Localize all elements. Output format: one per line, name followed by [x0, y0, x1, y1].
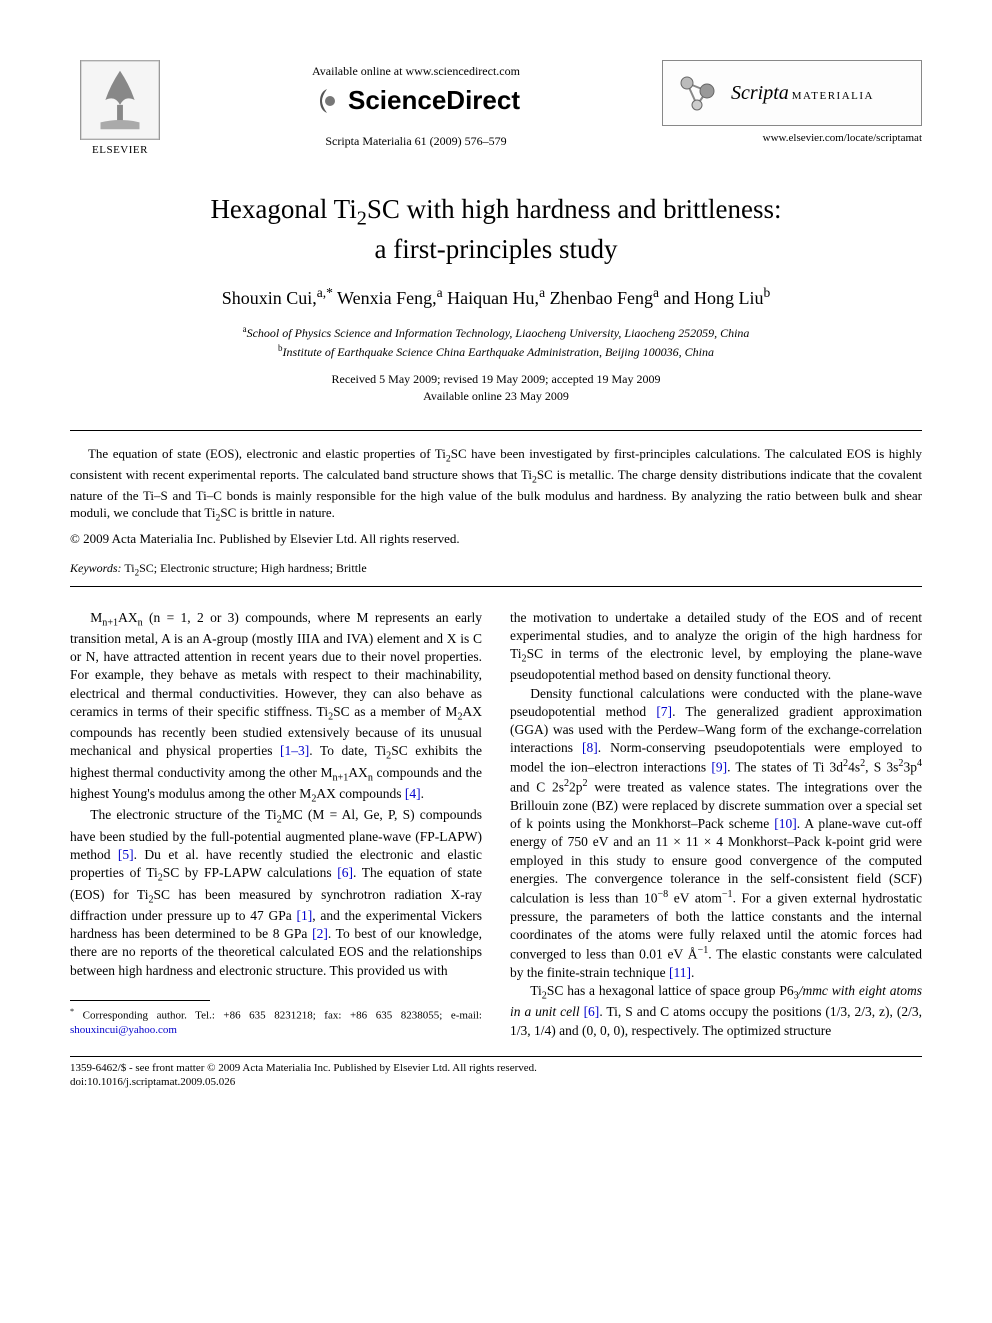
header-center: Available online at www.sciencedirect.co…: [170, 60, 662, 149]
scripta-molecule-icon: [677, 71, 721, 115]
keywords-label: Keywords:: [70, 561, 122, 575]
t: 2p: [569, 780, 583, 795]
journal-header: ELSEVIER Available online at www.science…: [70, 60, 922, 156]
t: n+1: [102, 617, 118, 628]
t: 4s: [848, 760, 860, 775]
t: n+1: [333, 772, 349, 783]
journal-brand-block: ScriptaMATERIALIA www.elsevier.com/locat…: [662, 60, 922, 144]
locate-url: www.elsevier.com/locate/scriptamat: [662, 132, 922, 144]
ref-link[interactable]: [1–3]: [280, 743, 309, 758]
body-para-1: Mn+1AXn (n = 1, 2 or 3) compounds, where…: [70, 609, 482, 807]
article-dates: Received 5 May 2009; revised 19 May 2009…: [70, 371, 922, 405]
ref-link[interactable]: [5]: [118, 847, 134, 862]
scripta-materia: MATERIALIA: [792, 90, 874, 102]
t: (n = 1, 2 or 3) compounds, where M repre…: [70, 610, 482, 719]
title-sub: 2: [357, 207, 367, 229]
ref-link[interactable]: [7]: [656, 704, 672, 719]
t: . To date, Ti: [309, 743, 386, 758]
t: SC in terms of the electronic level, by …: [510, 646, 922, 682]
body-para-2-cont: the motivation to undertake a detailed s…: [510, 609, 922, 685]
ref-link[interactable]: [4]: [405, 786, 421, 801]
author1-affil: a,: [317, 285, 326, 300]
corresponding-author-footnote: * Corresponding author. Tel.: +86 635 82…: [70, 1007, 482, 1037]
t: −1: [698, 945, 709, 956]
divider-bottom: [70, 586, 922, 587]
affiliation-b: Institute of Earthquake Science China Ea…: [283, 345, 714, 359]
t: and C 2s: [510, 780, 564, 795]
elsevier-block: ELSEVIER: [70, 60, 170, 156]
body-para-2: The electronic structure of the Ti2MC (M…: [70, 806, 482, 979]
footnote-text: Corresponding author. Tel.: +86 635 8231…: [74, 1009, 482, 1021]
title-part1: Hexagonal Ti: [210, 194, 356, 224]
keywords-line: Keywords: Ti2SC; Electronic structure; H…: [70, 561, 922, 577]
sciencedirect-icon: [312, 86, 342, 116]
footer-line1: 1359-6462/$ - see front matter © 2009 Ac…: [70, 1062, 537, 1074]
author1-corr: *: [326, 285, 333, 300]
scripta-box: ScriptaMATERIALIA: [662, 60, 922, 126]
dates-received: Received 5 May 2009; revised 19 May 2009…: [332, 372, 661, 386]
t: eV atom: [668, 890, 722, 905]
author-1: Shouxin Cui,: [222, 288, 317, 308]
author-3: Haiquan Hu,: [443, 288, 539, 308]
footnote-email-link[interactable]: shouxincui@yahoo.com: [70, 1024, 177, 1036]
affiliations: aSchool of Physics Science and Informati…: [70, 323, 922, 361]
authors-line: Shouxin Cui,a,* Wenxia Feng,a Haiquan Hu…: [70, 285, 922, 309]
abstract-copyright: © 2009 Acta Materialia Inc. Published by…: [70, 531, 922, 547]
scripta-title: ScriptaMATERIALIA: [731, 82, 874, 105]
title-part3: a first-principles study: [375, 234, 618, 264]
ref-link[interactable]: [9]: [711, 760, 727, 775]
author-4: Zhenbao Feng: [545, 288, 653, 308]
ref-link[interactable]: [6]: [337, 865, 353, 880]
t: 3p: [903, 760, 917, 775]
sciencedirect-wordmark: ScienceDirect: [348, 85, 520, 116]
t: AX compounds: [316, 786, 405, 801]
t: SC by FP-LAPW calculations: [163, 865, 337, 880]
body-para-3: Density functional calculations were con…: [510, 685, 922, 983]
title-part2: SC with high hardness and brittleness:: [367, 194, 782, 224]
elsevier-tree-logo: [80, 60, 160, 140]
author5-affil: b: [764, 285, 771, 300]
ref-link[interactable]: [6]: [584, 1004, 600, 1019]
t: .: [421, 786, 424, 801]
ref-link[interactable]: [11]: [669, 965, 691, 980]
t: −8: [657, 889, 668, 900]
t: AX: [118, 610, 138, 625]
footnote-rule: [70, 1000, 210, 1001]
article-body: Mn+1AXn (n = 1, 2 or 3) compounds, where…: [70, 609, 922, 1040]
t: SC as a member of M: [333, 704, 457, 719]
abs-4: SC is brittle in nature.: [220, 505, 334, 520]
t: , S 3s: [865, 760, 898, 775]
ref-link[interactable]: [1]: [296, 908, 312, 923]
affiliation-a: School of Physics Science and Informatio…: [247, 326, 750, 340]
t: . The states of Ti 3d: [727, 760, 843, 775]
keywords-text2: SC; Electronic structure; High hardness;…: [139, 561, 367, 575]
t: M: [90, 610, 102, 625]
footer-rule: [70, 1056, 922, 1057]
elsevier-label: ELSEVIER: [92, 144, 148, 156]
footer-doi: doi:10.1016/j.scriptamat.2009.05.026: [70, 1076, 235, 1088]
abs-1: The equation of state (EOS), electronic …: [88, 446, 446, 461]
author-2: Wenxia Feng,: [333, 288, 437, 308]
article-title: Hexagonal Ti2SC with high hardness and b…: [70, 192, 922, 267]
keywords-text1: Ti: [122, 561, 135, 575]
citation-line: Scripta Materialia 61 (2009) 576–579: [170, 134, 662, 149]
ref-link[interactable]: [10]: [774, 816, 797, 831]
t: The electronic structure of the Ti: [90, 807, 276, 822]
t: AX: [348, 765, 368, 780]
t: Ti: [530, 983, 542, 998]
footer-copyright: 1359-6462/$ - see front matter © 2009 Ac…: [70, 1061, 922, 1090]
t: −1: [722, 889, 733, 900]
abstract: The equation of state (EOS), electronic …: [70, 445, 922, 525]
available-online-text: Available online at www.sciencedirect.co…: [170, 64, 662, 79]
scripta-italic: Scripta: [731, 82, 789, 104]
ref-link[interactable]: [8]: [582, 740, 598, 755]
body-para-4: Ti2SC has a hexagonal lattice of space g…: [510, 982, 922, 1040]
ref-link[interactable]: [2]: [312, 926, 328, 941]
t: SC has a hexagonal lattice of space grou…: [547, 983, 794, 998]
dates-online: Available online 23 May 2009: [423, 389, 569, 403]
divider-top: [70, 430, 922, 431]
sciencedirect-row: ScienceDirect: [170, 85, 662, 116]
t: .: [691, 965, 694, 980]
author-5: and Hong Liu: [659, 288, 763, 308]
